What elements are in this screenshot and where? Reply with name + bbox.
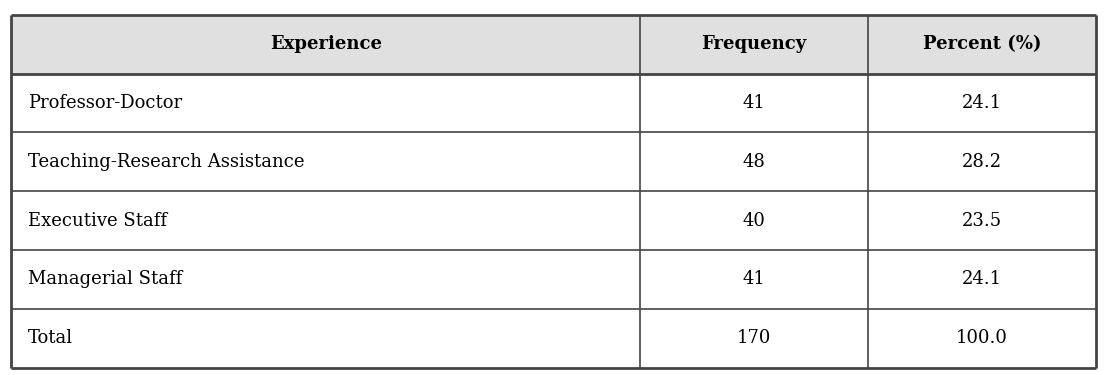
- Text: Percent (%): Percent (%): [923, 35, 1042, 53]
- Bar: [640, 74, 868, 132]
- Bar: [640, 250, 868, 309]
- Bar: [868, 191, 1096, 250]
- Bar: [640, 132, 868, 191]
- Text: Managerial Staff: Managerial Staff: [28, 270, 182, 288]
- Bar: [11, 191, 640, 250]
- Text: 24.1: 24.1: [962, 94, 1002, 112]
- Bar: [11, 132, 640, 191]
- Bar: [868, 250, 1096, 309]
- Bar: [11, 15, 640, 74]
- Text: 40: 40: [743, 211, 766, 230]
- Text: Experience: Experience: [270, 35, 382, 53]
- Text: 23.5: 23.5: [962, 211, 1002, 230]
- Bar: [11, 250, 640, 309]
- Bar: [868, 15, 1096, 74]
- Text: Frequency: Frequency: [702, 35, 807, 53]
- Bar: [640, 191, 868, 250]
- Bar: [640, 15, 868, 74]
- Text: 170: 170: [737, 329, 772, 347]
- Bar: [11, 74, 640, 132]
- Bar: [640, 309, 868, 368]
- Text: 28.2: 28.2: [962, 153, 1002, 171]
- Text: 24.1: 24.1: [962, 270, 1002, 288]
- Text: 48: 48: [743, 153, 766, 171]
- Text: 41: 41: [743, 270, 766, 288]
- Bar: [868, 309, 1096, 368]
- Text: 100.0: 100.0: [956, 329, 1008, 347]
- Text: Professor-Doctor: Professor-Doctor: [28, 94, 182, 112]
- Bar: [868, 74, 1096, 132]
- Bar: [868, 132, 1096, 191]
- Text: Executive Staff: Executive Staff: [28, 211, 167, 230]
- Text: Total: Total: [28, 329, 73, 347]
- Text: 41: 41: [743, 94, 766, 112]
- Bar: [11, 309, 640, 368]
- Text: Teaching-Research Assistance: Teaching-Research Assistance: [28, 153, 304, 171]
